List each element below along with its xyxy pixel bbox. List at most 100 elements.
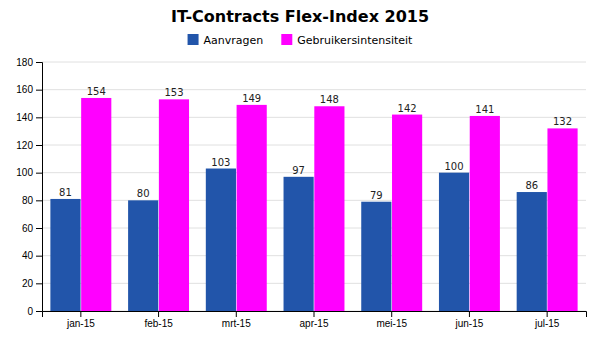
title: IT-Contracts Flex-Index 2015 xyxy=(171,7,429,26)
bar xyxy=(314,106,344,311)
y-axis: 020406080100120140160180 xyxy=(16,57,42,317)
bar xyxy=(392,115,422,311)
data-label: 79 xyxy=(370,190,383,201)
tick-label: 0 xyxy=(27,306,33,317)
data-label: 103 xyxy=(211,157,230,168)
tick: 60 xyxy=(22,223,42,234)
tick: 120 xyxy=(16,140,42,151)
tick-label: mei-15 xyxy=(376,318,407,329)
series xyxy=(81,98,577,311)
tick-label: 140 xyxy=(16,112,33,123)
tick-label: 120 xyxy=(16,140,33,151)
tick-mark xyxy=(547,311,548,317)
tick: apr-15 xyxy=(300,311,329,329)
chart: IT-Contracts Flex-Index 2015 81 80 103 97 79 1… xyxy=(0,0,600,339)
legend-swatch xyxy=(188,34,199,45)
data-label: 100 xyxy=(444,161,463,172)
tick-mark xyxy=(36,173,42,174)
grid-line xyxy=(42,228,586,229)
bars xyxy=(50,98,577,311)
grid-line xyxy=(42,62,586,63)
data-label: 86 xyxy=(525,180,538,191)
tick: 0 xyxy=(27,306,42,317)
grid-line xyxy=(42,172,586,173)
tick-mark xyxy=(36,200,42,201)
tick-mark xyxy=(36,256,42,257)
data-label: 142 xyxy=(398,103,417,114)
grid-line xyxy=(42,117,586,118)
tick-label: feb-15 xyxy=(144,318,173,329)
grid-line xyxy=(42,283,586,284)
data-label: 80 xyxy=(137,188,150,199)
grid-line xyxy=(42,255,586,256)
legend: Aanvragen Gebruikersintensiteit xyxy=(188,34,414,47)
data-label: 148 xyxy=(320,94,339,105)
bar xyxy=(547,128,577,311)
tick: mei-15 xyxy=(376,311,407,329)
tick: jun-15 xyxy=(455,311,484,329)
tick: jul-15 xyxy=(534,311,560,329)
grid xyxy=(42,62,586,311)
grid-line xyxy=(42,200,586,201)
tick: 160 xyxy=(16,84,42,95)
data-label: 154 xyxy=(87,86,106,97)
axis-line xyxy=(43,312,587,318)
tick: 140 xyxy=(16,112,42,123)
tick-mark xyxy=(36,311,42,312)
tick-label: 160 xyxy=(16,84,33,95)
legend-label: Gebruikersintensiteit xyxy=(297,34,413,47)
bar xyxy=(128,200,158,311)
bar xyxy=(361,202,391,311)
data-label: 97 xyxy=(292,165,305,176)
data-label: 132 xyxy=(553,116,572,127)
tick-mark xyxy=(36,145,42,146)
tick-mark xyxy=(36,62,42,63)
grid-line xyxy=(42,89,586,90)
data-label: 141 xyxy=(475,104,494,115)
data-label: 153 xyxy=(164,87,183,98)
legend-item: Gebruikersintensiteit xyxy=(281,34,413,47)
bar xyxy=(81,98,111,311)
tick-mark xyxy=(236,311,237,317)
tick-label: 20 xyxy=(22,278,34,289)
legend-swatch xyxy=(281,34,292,45)
bar xyxy=(517,192,547,311)
bar xyxy=(206,169,236,311)
tick-label: apr-15 xyxy=(300,318,329,329)
tick-label: 100 xyxy=(16,167,33,178)
tick-mark xyxy=(391,311,392,317)
tick-mark xyxy=(158,311,159,317)
bar xyxy=(439,173,469,311)
tick-mark xyxy=(36,117,42,118)
tick-label: jun-15 xyxy=(455,318,484,329)
tick: 100 xyxy=(16,167,42,178)
data-labels: 81 80 103 97 79 100 86 154 153 149 148 142 141 132 xyxy=(59,86,572,201)
tick-mark xyxy=(314,311,315,317)
grid-line xyxy=(42,145,586,146)
data-label: 81 xyxy=(59,187,72,198)
tick-label: jul-15 xyxy=(534,318,560,329)
plot: 81 80 103 97 79 100 86 154 153 149 148 142 141 132 0 20… xyxy=(16,57,586,329)
tick: 20 xyxy=(22,278,42,289)
legend-label: Aanvragen xyxy=(204,34,264,47)
tick-label: jan-15 xyxy=(66,318,95,329)
bar xyxy=(237,105,267,311)
tick-label: 40 xyxy=(22,250,34,261)
tick-mark xyxy=(36,228,42,229)
tick-label: 180 xyxy=(16,57,33,68)
tick-mark xyxy=(469,311,470,317)
tick: 40 xyxy=(22,250,42,261)
tick: feb-15 xyxy=(144,311,173,329)
bar xyxy=(159,99,189,311)
x-axis: jan-15 feb-15 mrt-15 apr-15 mei-15 jun-15 jul-… xyxy=(43,311,587,329)
tick-mark xyxy=(36,283,42,284)
tick: mrt-15 xyxy=(222,311,251,329)
bar xyxy=(470,116,500,311)
tick-label: mrt-15 xyxy=(222,318,251,329)
tick: jan-15 xyxy=(66,311,95,329)
axis-line xyxy=(36,63,43,312)
bar xyxy=(284,177,314,311)
data-label: 149 xyxy=(242,93,261,104)
tick: 180 xyxy=(16,57,42,68)
tick-mark xyxy=(36,90,42,91)
